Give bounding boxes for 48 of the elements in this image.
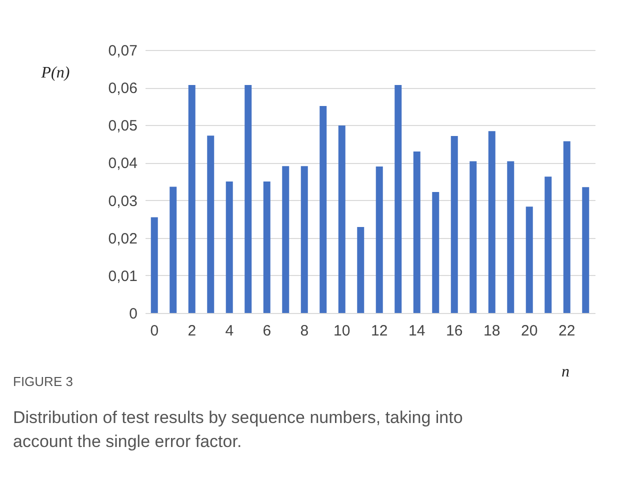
bar — [432, 192, 440, 313]
x-tick-label: 6 — [262, 322, 272, 340]
bar — [226, 182, 233, 313]
bar — [507, 161, 514, 313]
y-tick-label: 0 — [129, 306, 138, 322]
x-tick-label: 16 — [446, 322, 463, 340]
y-tick-label: 0,01 — [108, 268, 138, 285]
bar — [300, 166, 308, 313]
bar — [282, 166, 290, 313]
x-tick-label: 14 — [408, 322, 426, 340]
x-tick-label: 22 — [558, 322, 576, 340]
text: Distribution of test results by sequence numbers, taking into account the single error factor. — [13, 408, 463, 451]
bar — [394, 84, 402, 313]
x-tick-label: 0 — [150, 322, 159, 340]
bar — [263, 182, 270, 313]
y-axis-title: P(n) — [40, 64, 70, 82]
x-tick-label: 20 — [521, 322, 538, 340]
bar — [244, 84, 252, 313]
bar — [320, 106, 327, 313]
bar — [526, 206, 533, 313]
bar — [338, 126, 346, 313]
y-tick-label: 0,06 — [108, 80, 138, 98]
bar — [470, 161, 477, 313]
bar — [488, 131, 496, 313]
x-tick-label: 18 — [484, 322, 500, 340]
x-tick-label: 10 — [334, 322, 350, 340]
bar — [207, 136, 214, 313]
y-tick-label: 0,02 — [108, 230, 138, 248]
caption: FIGURE 3 — [13, 374, 73, 389]
bar — [582, 187, 590, 313]
bar — [544, 176, 552, 313]
y-tick-label: 0,07 — [108, 42, 138, 60]
bar — [376, 166, 383, 313]
y-tick-label: 0,05 — [108, 118, 138, 135]
x-tick-label: 2 — [188, 322, 196, 340]
bar — [413, 151, 420, 313]
bar — [563, 141, 570, 313]
x-tick-label: 4 — [225, 322, 234, 340]
x-tick-label: 12 — [371, 322, 388, 340]
bar — [357, 226, 364, 313]
bar — [170, 186, 177, 313]
x-tick-label: 8 — [300, 322, 309, 340]
bar — [150, 217, 158, 313]
x-axis-title: n — [562, 364, 570, 380]
y-tick-label: 0,04 — [108, 155, 138, 172]
y-tick-label: 0,03 — [108, 192, 138, 210]
bar — [450, 136, 458, 313]
bar — [188, 84, 196, 313]
